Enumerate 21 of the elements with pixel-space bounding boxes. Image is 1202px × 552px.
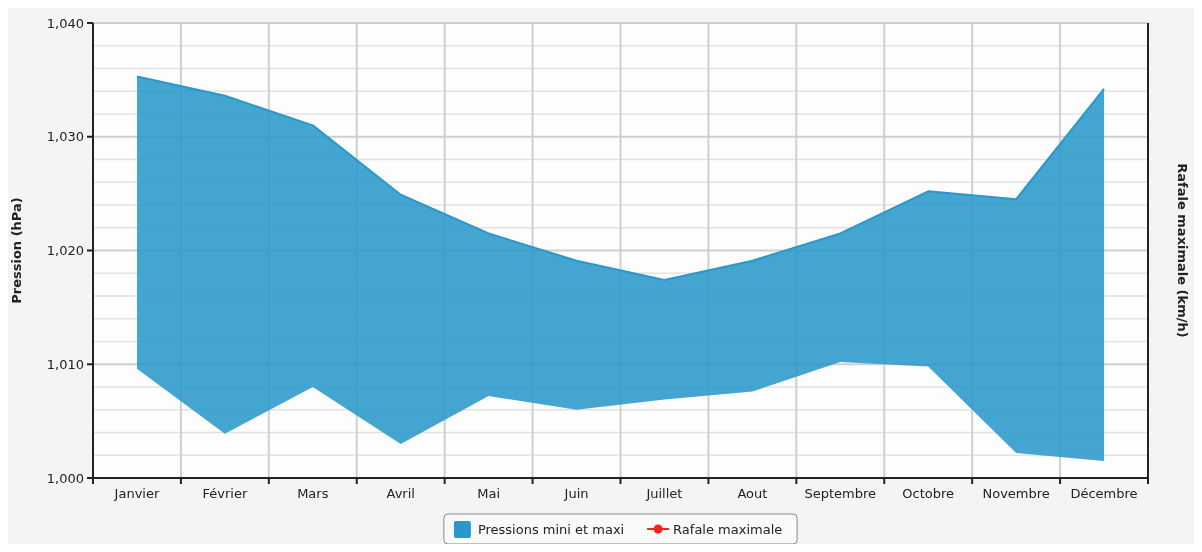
x-tick-label: Avril bbox=[386, 486, 415, 501]
x-tick-label: Juillet bbox=[645, 486, 683, 501]
x-tick-label: Février bbox=[202, 486, 248, 501]
legend-label: Rafale maximale bbox=[673, 521, 783, 537]
y-tick-label: 1,010 bbox=[46, 356, 84, 372]
y-axis-title: Pression (hPa) bbox=[9, 197, 24, 304]
y2-axis-title: Rafale maximale (km/h) bbox=[1175, 163, 1190, 338]
x-tick-label: Décembre bbox=[1070, 486, 1138, 501]
y-tick-label: 1,030 bbox=[46, 129, 84, 145]
x-tick-label: Mai bbox=[477, 486, 501, 501]
x-tick-label: Novembre bbox=[982, 486, 1050, 501]
x-tick-label: Juin bbox=[563, 486, 589, 501]
y-tick-label: 1,000 bbox=[46, 470, 84, 486]
x-tick-label: Aout bbox=[737, 486, 768, 501]
x-tick-label: Septembre bbox=[804, 486, 877, 501]
x-tick-label: Janvier bbox=[113, 486, 160, 501]
y-tick-label: 1,040 bbox=[46, 15, 84, 31]
x-tick-label: Octobre bbox=[902, 486, 955, 501]
y-tick-label: 1,020 bbox=[46, 243, 84, 259]
legend-label: Pressions mini et maxi bbox=[477, 521, 625, 537]
x-tick-label: Mars bbox=[297, 486, 329, 501]
